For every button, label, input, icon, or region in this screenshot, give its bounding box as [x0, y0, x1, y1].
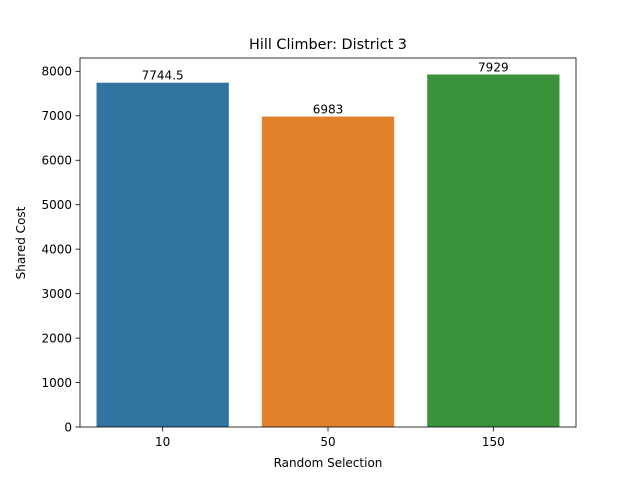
- bar-10: [96, 82, 229, 428]
- data-label-50: 6983: [313, 103, 344, 117]
- y-tick-label-1000: 1000: [41, 376, 72, 390]
- data-label-10: 7744.5: [142, 69, 184, 83]
- y-tick-label-2000: 2000: [41, 331, 72, 345]
- x-tick-label-150: 150: [482, 435, 505, 449]
- x-axis-label: Random Selection: [274, 456, 383, 470]
- chart-title: Hill Climber: District 3: [249, 37, 407, 53]
- y-tick-label-7000: 7000: [41, 109, 72, 123]
- y-tick-label-4000: 4000: [41, 242, 72, 256]
- y-tick-label-8000: 8000: [41, 65, 72, 79]
- y-tick-label-3000: 3000: [41, 287, 72, 301]
- plot-frame: [79, 57, 577, 428]
- data-label-150: 7929: [478, 60, 509, 74]
- y-tick-label-6000: 6000: [41, 154, 72, 168]
- x-tick-label-50: 50: [320, 435, 335, 449]
- y-tick-label-0: 0: [64, 420, 72, 434]
- y-axis-label: Shared Cost: [14, 206, 28, 279]
- bar-150: [427, 74, 560, 427]
- y-tick-label-5000: 5000: [41, 198, 72, 212]
- bar-50: [261, 116, 395, 427]
- plot-area: 7744.5 10 6983 50 7929 150 0 1000 2000 3000 4000 50…: [41, 57, 577, 449]
- x-tick-label-10: 10: [155, 435, 170, 449]
